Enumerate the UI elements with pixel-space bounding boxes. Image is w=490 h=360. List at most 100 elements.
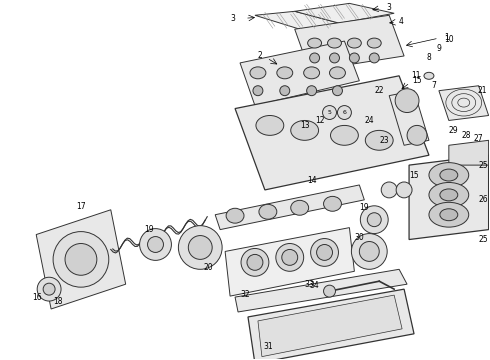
Ellipse shape xyxy=(291,121,318,140)
Ellipse shape xyxy=(259,204,277,219)
Circle shape xyxy=(147,237,164,252)
Circle shape xyxy=(323,285,336,297)
Circle shape xyxy=(351,234,387,269)
Circle shape xyxy=(338,105,351,120)
Text: 30: 30 xyxy=(354,233,364,242)
Ellipse shape xyxy=(323,196,342,211)
Polygon shape xyxy=(294,15,404,71)
Text: 8: 8 xyxy=(427,53,431,62)
Polygon shape xyxy=(294,3,394,23)
Text: 19: 19 xyxy=(144,225,153,234)
Polygon shape xyxy=(235,269,407,312)
Ellipse shape xyxy=(250,67,266,79)
Text: 17: 17 xyxy=(76,202,86,211)
Polygon shape xyxy=(36,210,125,309)
Polygon shape xyxy=(449,140,489,165)
Circle shape xyxy=(349,53,359,63)
Ellipse shape xyxy=(329,67,345,79)
Polygon shape xyxy=(389,91,429,145)
Circle shape xyxy=(407,125,427,145)
Text: 14: 14 xyxy=(307,176,317,185)
Ellipse shape xyxy=(440,189,458,201)
Polygon shape xyxy=(258,295,402,357)
Circle shape xyxy=(395,89,419,113)
Ellipse shape xyxy=(368,38,381,48)
Polygon shape xyxy=(248,289,414,360)
Text: 11: 11 xyxy=(411,71,421,80)
Text: 9: 9 xyxy=(437,44,441,53)
Text: 28: 28 xyxy=(462,131,471,140)
Text: 4: 4 xyxy=(399,17,404,26)
Circle shape xyxy=(360,206,388,234)
Ellipse shape xyxy=(440,209,458,221)
Ellipse shape xyxy=(277,67,293,79)
Ellipse shape xyxy=(429,183,469,207)
Text: 15: 15 xyxy=(412,76,422,85)
Text: 25: 25 xyxy=(479,235,489,244)
Text: 7: 7 xyxy=(432,81,437,90)
Circle shape xyxy=(329,53,340,63)
Text: 1: 1 xyxy=(444,33,449,42)
Circle shape xyxy=(247,255,263,270)
Text: 16: 16 xyxy=(32,293,42,302)
Text: 22: 22 xyxy=(374,86,384,95)
Ellipse shape xyxy=(366,130,393,150)
Text: 20: 20 xyxy=(203,263,213,272)
Text: 26: 26 xyxy=(479,195,489,204)
Circle shape xyxy=(188,235,212,260)
Text: 13: 13 xyxy=(300,121,310,130)
Circle shape xyxy=(276,243,304,271)
Text: 3: 3 xyxy=(231,14,236,23)
Ellipse shape xyxy=(347,38,361,48)
Circle shape xyxy=(369,53,379,63)
Text: 10: 10 xyxy=(444,35,454,44)
Text: 34: 34 xyxy=(310,281,319,290)
Circle shape xyxy=(368,213,381,227)
Circle shape xyxy=(65,243,97,275)
Circle shape xyxy=(333,86,343,96)
Circle shape xyxy=(53,231,109,287)
Text: 23: 23 xyxy=(379,136,389,145)
Polygon shape xyxy=(255,11,340,29)
Polygon shape xyxy=(215,185,365,230)
Circle shape xyxy=(282,249,298,265)
Circle shape xyxy=(322,105,337,120)
Ellipse shape xyxy=(429,163,469,188)
Polygon shape xyxy=(240,41,359,105)
Text: 31: 31 xyxy=(263,342,272,351)
Circle shape xyxy=(253,86,263,96)
Text: 6: 6 xyxy=(343,110,346,115)
Polygon shape xyxy=(225,228,354,296)
Ellipse shape xyxy=(256,116,284,135)
Circle shape xyxy=(178,226,222,269)
Text: 24: 24 xyxy=(365,116,374,125)
Text: 33: 33 xyxy=(305,280,315,289)
Text: 18: 18 xyxy=(53,297,63,306)
Circle shape xyxy=(280,86,290,96)
Circle shape xyxy=(311,239,339,266)
Text: 5: 5 xyxy=(328,110,331,115)
Circle shape xyxy=(359,242,379,261)
Text: 21: 21 xyxy=(477,86,487,95)
Polygon shape xyxy=(409,155,489,239)
Text: 19: 19 xyxy=(360,203,369,212)
Circle shape xyxy=(37,277,61,301)
Ellipse shape xyxy=(327,38,342,48)
Ellipse shape xyxy=(308,38,321,48)
Circle shape xyxy=(396,182,412,198)
Ellipse shape xyxy=(226,208,244,223)
Text: 25: 25 xyxy=(479,161,489,170)
Circle shape xyxy=(43,283,55,295)
Circle shape xyxy=(317,244,333,260)
Text: 15: 15 xyxy=(409,171,419,180)
Ellipse shape xyxy=(291,201,309,215)
Ellipse shape xyxy=(304,67,319,79)
Ellipse shape xyxy=(424,72,434,79)
Circle shape xyxy=(310,53,319,63)
Text: 32: 32 xyxy=(240,289,250,298)
Ellipse shape xyxy=(440,169,458,181)
Text: 12: 12 xyxy=(315,116,324,125)
Polygon shape xyxy=(439,86,489,121)
Polygon shape xyxy=(235,76,429,190)
Text: 3: 3 xyxy=(387,3,392,12)
